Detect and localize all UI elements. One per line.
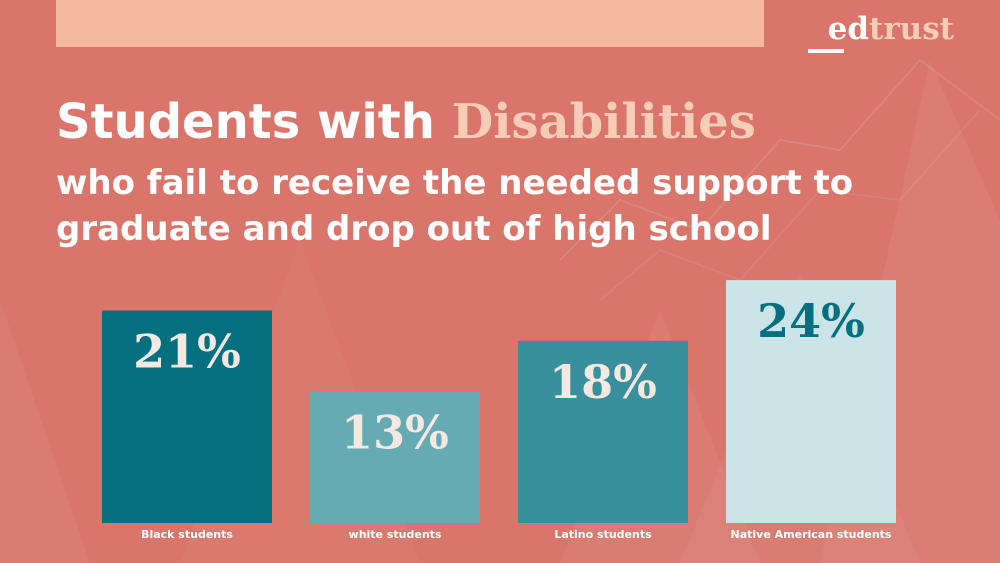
headline-prefix: Students with [56, 94, 452, 150]
headline-line-1: Students with Disabilities [56, 92, 976, 152]
bar-value-label: 13% [341, 405, 449, 459]
headline-line-2: who fail to receive the needed support t… [56, 163, 854, 249]
category-label: Black students [141, 528, 233, 541]
bar-value-label: 18% [549, 355, 657, 409]
category-label: Latino students [554, 528, 652, 541]
bar-1 [102, 310, 272, 523]
headline-highlight: Disabilities [451, 94, 756, 150]
logo-part-trust: trust [869, 11, 954, 47]
bar-value-label: 21% [133, 324, 241, 378]
edtrust-logo: edtrust [828, 14, 954, 45]
bar-3 [518, 340, 688, 523]
category-label: white students [349, 528, 442, 541]
headline: Students with Disabilities who fail to r… [56, 92, 976, 252]
bar-2 [310, 391, 480, 523]
top-accent-band [56, 0, 764, 47]
logo-part-ed: ed [827, 11, 870, 47]
bar-value-label: 24% [757, 294, 865, 348]
logo-underline [808, 49, 844, 53]
bar-4 [726, 280, 896, 523]
category-label: Native American students [731, 528, 892, 541]
